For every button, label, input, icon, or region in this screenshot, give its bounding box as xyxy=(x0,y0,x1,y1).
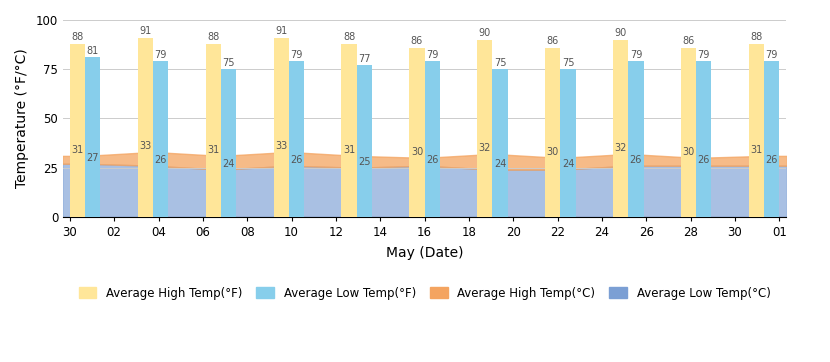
Bar xyxy=(274,38,289,217)
Bar xyxy=(153,61,168,217)
Bar xyxy=(628,61,643,217)
Text: 31: 31 xyxy=(208,145,219,155)
Bar xyxy=(764,61,779,217)
Bar xyxy=(477,40,492,217)
Bar xyxy=(681,47,696,217)
Text: 91: 91 xyxy=(139,26,152,36)
Bar xyxy=(206,44,221,217)
Text: 77: 77 xyxy=(358,54,370,64)
Text: 86: 86 xyxy=(547,36,559,46)
Text: 88: 88 xyxy=(343,32,355,42)
Text: 26: 26 xyxy=(765,155,778,165)
Text: 30: 30 xyxy=(547,147,559,157)
Text: 31: 31 xyxy=(750,145,763,155)
Text: 75: 75 xyxy=(494,58,506,68)
Bar xyxy=(425,61,440,217)
Text: 30: 30 xyxy=(682,147,695,157)
Bar xyxy=(409,47,425,217)
Bar xyxy=(341,44,357,217)
Text: 24: 24 xyxy=(494,159,506,169)
Bar xyxy=(289,61,304,217)
Text: 79: 79 xyxy=(765,50,778,60)
Text: 32: 32 xyxy=(614,143,627,153)
Text: 79: 79 xyxy=(290,50,303,60)
Legend: Average High Temp(°F), Average Low Temp(°F), Average High Temp(°C), Average Low : Average High Temp(°F), Average Low Temp(… xyxy=(74,282,775,304)
Text: 81: 81 xyxy=(86,46,99,56)
Text: 24: 24 xyxy=(222,159,235,169)
Text: 79: 79 xyxy=(154,50,167,60)
X-axis label: May (Date): May (Date) xyxy=(386,246,463,260)
Bar xyxy=(545,47,560,217)
Text: 25: 25 xyxy=(358,157,370,167)
Bar xyxy=(70,44,85,217)
Text: 88: 88 xyxy=(71,32,84,42)
Text: 26: 26 xyxy=(697,155,710,165)
Y-axis label: Temperature (°F/°C): Temperature (°F/°C) xyxy=(15,49,29,188)
Text: 91: 91 xyxy=(275,26,287,36)
Text: 90: 90 xyxy=(614,28,627,38)
Bar xyxy=(85,58,100,217)
Bar xyxy=(357,65,372,217)
Bar xyxy=(492,69,508,217)
Text: 26: 26 xyxy=(290,155,303,165)
Bar xyxy=(560,69,576,217)
Text: 33: 33 xyxy=(275,141,287,151)
Text: 32: 32 xyxy=(479,143,491,153)
Text: 27: 27 xyxy=(86,153,99,163)
Text: 30: 30 xyxy=(411,147,423,157)
Text: 26: 26 xyxy=(426,155,438,165)
Bar xyxy=(696,61,711,217)
Bar xyxy=(613,40,628,217)
Text: 79: 79 xyxy=(697,50,710,60)
Text: 90: 90 xyxy=(479,28,491,38)
Text: 33: 33 xyxy=(139,141,152,151)
Text: 79: 79 xyxy=(426,50,438,60)
Text: 75: 75 xyxy=(562,58,574,68)
Bar xyxy=(749,44,764,217)
Text: 86: 86 xyxy=(411,36,423,46)
Text: 88: 88 xyxy=(750,32,763,42)
Text: 79: 79 xyxy=(630,50,642,60)
Text: 26: 26 xyxy=(154,155,167,165)
Text: 31: 31 xyxy=(343,145,355,155)
Text: 86: 86 xyxy=(682,36,695,46)
Bar xyxy=(138,38,153,217)
Bar xyxy=(221,69,237,217)
Text: 31: 31 xyxy=(71,145,84,155)
Text: 26: 26 xyxy=(630,155,642,165)
Text: 24: 24 xyxy=(562,159,574,169)
Text: 75: 75 xyxy=(222,58,235,68)
Text: 88: 88 xyxy=(208,32,219,42)
